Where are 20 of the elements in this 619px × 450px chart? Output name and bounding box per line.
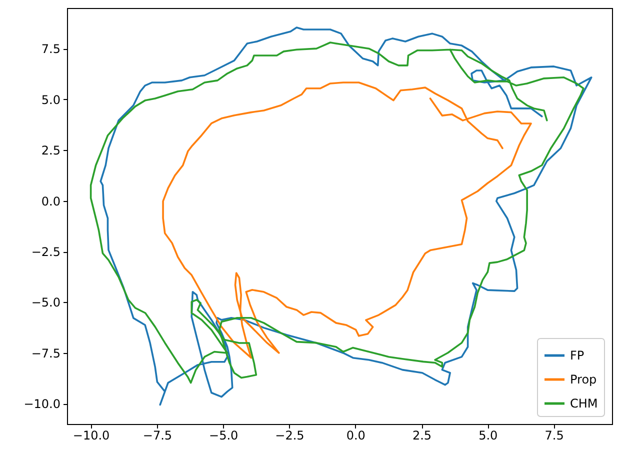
y-tick-label: 2.5 [41, 144, 60, 158]
line-series [162, 82, 532, 359]
y-tick-label: 5.0 [41, 92, 60, 107]
x-tick-label: 5.0 [478, 428, 498, 442]
y-tick-label: −7.5 [31, 346, 60, 360]
y-tick-label: −2.5 [31, 245, 60, 260]
x-tick-label: 7.5 [544, 428, 564, 442]
x-tick-label: −2.5 [275, 428, 304, 442]
x-tick-label: −10.0 [72, 428, 110, 442]
y-tick-label: 0.0 [41, 194, 60, 208]
x-tick-label: 0.0 [346, 428, 366, 442]
legend-label: CHM [570, 396, 598, 410]
legend-label: Prop [570, 372, 597, 386]
legend-label: FP [570, 348, 584, 362]
x-tick-label: −5.0 [209, 428, 238, 442]
y-tick-label: 7.5 [41, 42, 60, 56]
x-tick-label: −7.5 [142, 428, 172, 442]
y-tick-label: −5.0 [31, 296, 60, 310]
y-tick-label: −10.0 [24, 397, 60, 412]
x-tick-label: 2.5 [412, 428, 432, 442]
